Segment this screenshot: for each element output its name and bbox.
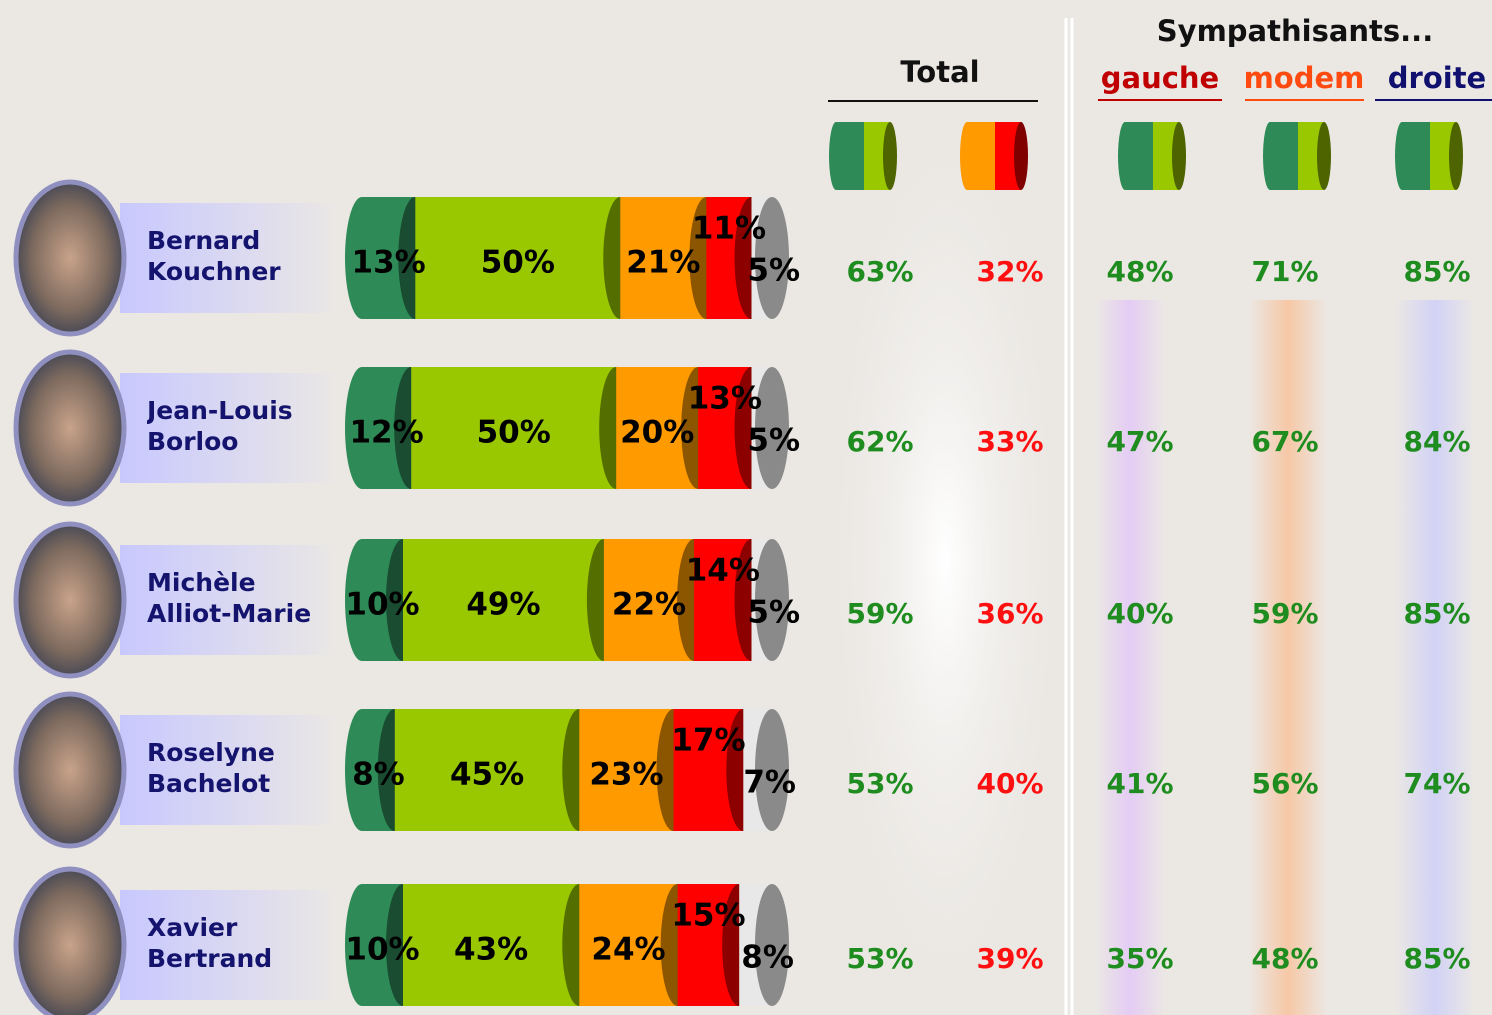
column-band	[1095, 300, 1165, 1015]
header-modem: modem	[1244, 61, 1365, 95]
icon	[1395, 122, 1409, 190]
photo	[16, 352, 124, 504]
table-cell: 84%	[1403, 425, 1470, 458]
bar-label: 5%	[747, 253, 800, 289]
icon	[829, 122, 843, 190]
table-cell: 85%	[1403, 942, 1470, 975]
bar-label: 13%	[352, 245, 426, 281]
table-cell: 85%	[1403, 255, 1470, 288]
table-cell: 59%	[846, 597, 913, 630]
column-band	[1395, 300, 1475, 1015]
table-cell: 39%	[976, 942, 1043, 975]
bar-label: 21%	[626, 245, 700, 281]
icon	[990, 122, 1004, 190]
glow	[825, 100, 1065, 1015]
icon	[1148, 122, 1162, 190]
infographic: Total Sympathisants... gauche modem droi…	[0, 0, 1492, 1015]
bar-label: 14%	[686, 553, 760, 589]
table-cell: 40%	[976, 767, 1043, 800]
icon	[1263, 122, 1277, 190]
bar-label: 50%	[477, 415, 551, 451]
bar-label: 8%	[741, 940, 794, 976]
icon	[1425, 122, 1439, 190]
photo	[16, 524, 124, 676]
photo	[16, 694, 124, 846]
table-cell: 33%	[976, 425, 1043, 458]
icon	[859, 122, 873, 190]
candidate-name: Michèle Alliot-Marie	[147, 567, 327, 629]
column-band	[1248, 300, 1328, 1015]
bar-label: 10%	[345, 932, 419, 968]
bar-label: 20%	[620, 415, 694, 451]
table-cell: 35%	[1106, 942, 1173, 975]
bar-label: 7%	[743, 765, 796, 801]
table-cell: 41%	[1106, 767, 1173, 800]
table-cell: 85%	[1403, 597, 1470, 630]
bar-label: 5%	[747, 595, 800, 631]
photo	[16, 182, 124, 334]
bar-label: 50%	[481, 245, 555, 281]
bar-label: 24%	[591, 932, 665, 968]
header-sympathisants: Sympathisants...	[1157, 14, 1433, 48]
table-cell: 36%	[976, 597, 1043, 630]
icon	[1172, 122, 1186, 190]
icon	[1449, 122, 1463, 190]
bar-label: 5%	[747, 423, 800, 459]
table-cell: 53%	[846, 767, 913, 800]
icon	[883, 122, 897, 190]
bar-label: 22%	[612, 587, 686, 623]
icon	[1014, 122, 1028, 190]
candidate-name: Bernard Kouchner	[147, 225, 327, 287]
bar-label: 45%	[450, 757, 524, 793]
bar-label: 11%	[692, 211, 766, 247]
photo	[16, 869, 124, 1015]
icon	[1118, 122, 1132, 190]
bar-label: 49%	[466, 587, 540, 623]
table-cell: 71%	[1251, 255, 1318, 288]
icon	[1293, 122, 1307, 190]
table-cell: 47%	[1106, 425, 1173, 458]
table-cell: 67%	[1251, 425, 1318, 458]
bar-label: 8%	[352, 757, 405, 793]
bar-label: 17%	[671, 723, 745, 759]
name-box: Xavier Bertrand	[147, 912, 327, 992]
name-box: Michèle Alliot-Marie	[147, 567, 327, 647]
icon	[960, 122, 974, 190]
table-cell: 40%	[1106, 597, 1173, 630]
table-cell: 59%	[1251, 597, 1318, 630]
table-cell: 63%	[846, 255, 913, 288]
candidate-name: Xavier Bertrand	[147, 912, 327, 974]
bar-label: 15%	[671, 898, 745, 934]
table-cell: 74%	[1403, 767, 1470, 800]
table-cell: 62%	[846, 425, 913, 458]
bar-label: 12%	[349, 415, 423, 451]
table-cell: 48%	[1106, 255, 1173, 288]
bar-label: 43%	[454, 932, 528, 968]
header-droite: droite	[1388, 61, 1486, 95]
header-total: Total	[900, 55, 979, 89]
name-box: Jean-Louis Borloo	[147, 395, 327, 475]
name-box: Bernard Kouchner	[147, 225, 327, 305]
icon	[1317, 122, 1331, 190]
table-cell: 53%	[846, 942, 913, 975]
table-cell: 56%	[1251, 767, 1318, 800]
candidate-name: Jean-Louis Borloo	[147, 395, 327, 457]
bar-label: 10%	[345, 587, 419, 623]
header-gauche: gauche	[1101, 61, 1219, 95]
bar-label: 23%	[589, 757, 663, 793]
bar-label: 13%	[688, 381, 762, 417]
name-box: Roselyne Bachelot	[147, 737, 327, 817]
candidate-name: Roselyne Bachelot	[147, 737, 327, 799]
table-cell: 48%	[1251, 942, 1318, 975]
table-cell: 32%	[976, 255, 1043, 288]
